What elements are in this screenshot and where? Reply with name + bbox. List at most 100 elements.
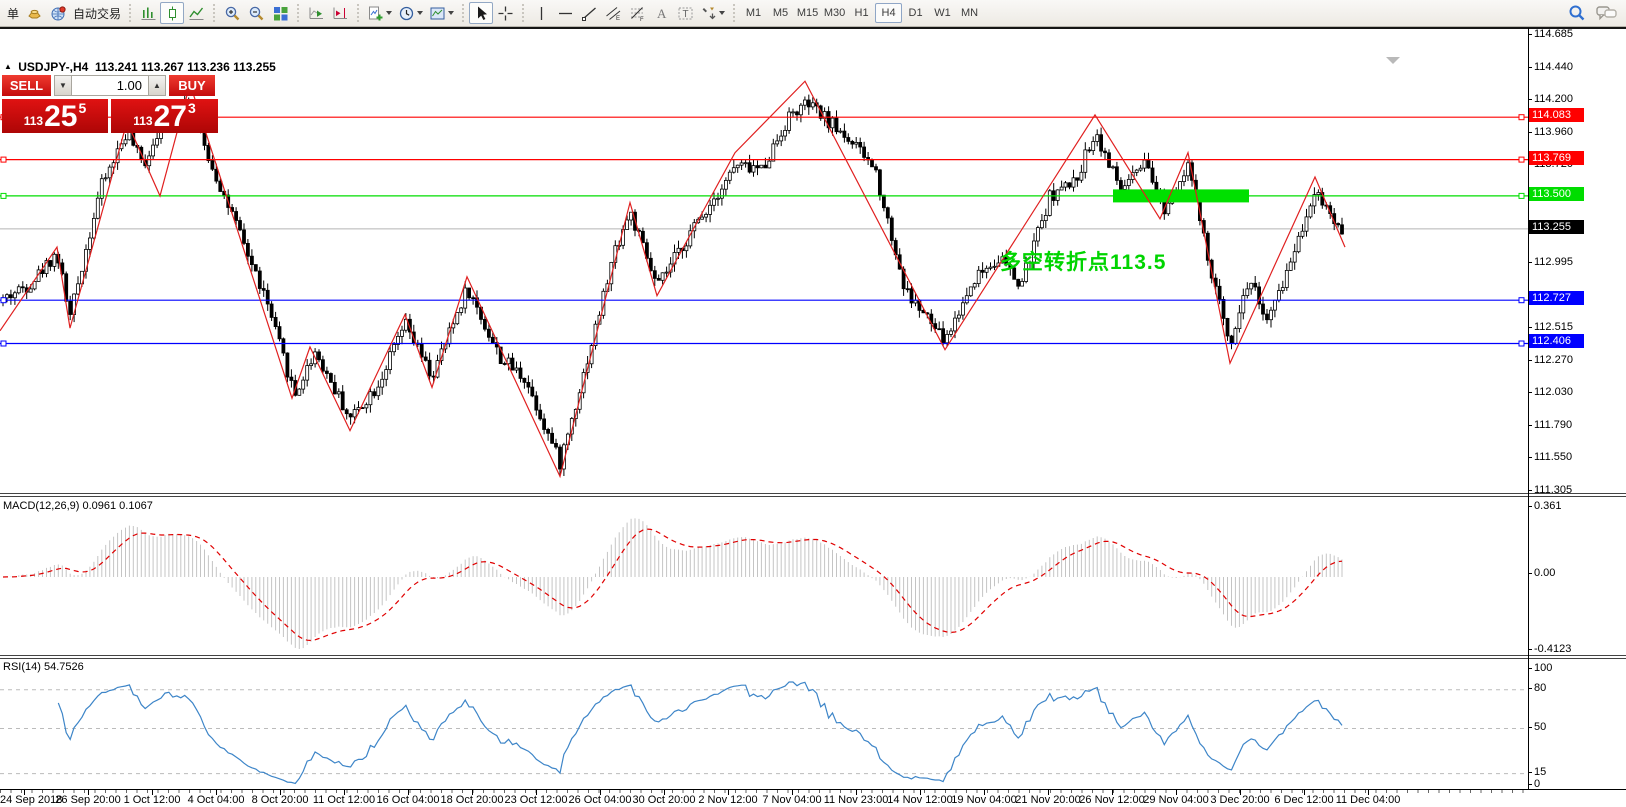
panel-toggle-arrow[interactable]: ▲ bbox=[4, 62, 12, 71]
vertical-line-tool[interactable] bbox=[529, 2, 553, 24]
panel-splitter[interactable] bbox=[0, 493, 1626, 494]
zoom-out-button[interactable] bbox=[244, 2, 268, 24]
toolbar-grip bbox=[357, 4, 360, 22]
line-chart-button[interactable] bbox=[184, 2, 208, 24]
timeframe-button-h4[interactable]: H4 bbox=[875, 3, 903, 23]
trade-row-prices: 113 25 5 113 27 3 bbox=[2, 99, 218, 133]
lot-size-input[interactable] bbox=[72, 75, 148, 96]
date-axis[interactable]: 24 Sep 2018 26 Sep 20:00 1 Oct 12:00 4 Oct … bbox=[0, 790, 1626, 807]
date-tick bbox=[536, 790, 537, 795]
lot-size-control: ▼ ▲ bbox=[54, 75, 166, 96]
date-label: 26 Sep 20:00 bbox=[55, 794, 121, 806]
bar-chart-button[interactable] bbox=[136, 2, 160, 24]
zoom-out-icon bbox=[249, 6, 263, 20]
tile-windows-icon bbox=[273, 6, 288, 20]
price-tick-label: 112.515 bbox=[1534, 320, 1573, 333]
buy-price-pip: 3 bbox=[187, 100, 196, 116]
search-icon[interactable] bbox=[1568, 4, 1586, 22]
fibonacci-tool[interactable]: F bbox=[625, 2, 649, 24]
date-tick bbox=[856, 790, 857, 795]
template-icon bbox=[430, 7, 445, 19]
timeframe-button-w1[interactable]: W1 bbox=[934, 7, 951, 19]
auto-scroll-button[interactable] bbox=[304, 2, 328, 24]
periods-button[interactable] bbox=[395, 2, 426, 24]
date-label: 24 Sep 2018 bbox=[0, 794, 63, 806]
main-chart-canvas[interactable] bbox=[0, 32, 1528, 494]
indicators-button[interactable] bbox=[364, 2, 395, 24]
date-label: 6 Dec 12:00 bbox=[1274, 794, 1334, 806]
chart-shift-button[interactable] bbox=[328, 2, 352, 24]
chart-text-annotation[interactable]: 多空转折点113.5 bbox=[1000, 251, 1167, 274]
text-label-tool[interactable]: T bbox=[673, 2, 697, 24]
chat-icon[interactable] bbox=[1596, 4, 1618, 22]
date-tick bbox=[1240, 790, 1241, 795]
timeframe-button-m5[interactable]: M5 bbox=[772, 7, 789, 19]
macd-tick bbox=[1528, 649, 1532, 650]
date-label: 18 Oct 20:00 bbox=[440, 794, 504, 806]
date-tick bbox=[600, 790, 601, 795]
date-minor-ticks bbox=[0, 790, 1528, 793]
price-tick bbox=[1528, 424, 1532, 426]
one-click-trading-panel: SELL ▼ ▲ BUY 113 25 5 113 27 3 bbox=[2, 75, 218, 133]
sell-price-box[interactable]: 113 25 5 bbox=[2, 99, 108, 133]
chart-shift-icon bbox=[333, 7, 347, 19]
timeframe-group: M1 M5 M15 M30 H1 H4 D1 W1 MN bbox=[740, 3, 983, 23]
lot-decrease-button[interactable]: ▼ bbox=[54, 75, 72, 96]
candlestick-chart-button[interactable] bbox=[160, 2, 185, 24]
market-order-icon[interactable] bbox=[46, 2, 70, 24]
horizontal-line-tool[interactable] bbox=[553, 2, 577, 24]
globe-icon bbox=[51, 5, 66, 20]
macd-panel-canvas[interactable] bbox=[0, 499, 1528, 656]
timeframe-button-m30[interactable]: M30 bbox=[823, 7, 846, 19]
date-label: 11 Dec 04:00 bbox=[1335, 794, 1401, 806]
lot-increase-button[interactable]: ▲ bbox=[148, 75, 166, 96]
tile-windows-button[interactable] bbox=[268, 2, 292, 24]
timeframe-button-h1[interactable]: H1 bbox=[854, 7, 869, 19]
sell-button[interactable]: SELL bbox=[2, 75, 51, 96]
order-button[interactable]: 单 bbox=[7, 6, 20, 21]
equidistant-channel-tool[interactable]: E bbox=[601, 2, 625, 24]
autotrading-button[interactable]: 自动交易 bbox=[73, 6, 122, 21]
panel-splitter[interactable] bbox=[0, 658, 1626, 659]
macd-tick bbox=[1528, 506, 1532, 507]
timeframe-button-d1[interactable]: D1 bbox=[908, 7, 923, 19]
channel-icon: E bbox=[605, 6, 620, 22]
trendline-icon bbox=[581, 7, 596, 21]
date-label: 7 Nov 04:00 bbox=[762, 794, 822, 806]
buy-button[interactable]: BUY bbox=[169, 75, 215, 96]
rsi-label: RSI(14) 54.7526 bbox=[3, 661, 84, 673]
rsi-tick bbox=[1528, 668, 1532, 669]
price-tick bbox=[1528, 392, 1532, 394]
crosshair-tool-button[interactable] bbox=[493, 2, 517, 24]
rsi-panel-canvas[interactable] bbox=[0, 660, 1528, 790]
toolbar-grip bbox=[297, 4, 300, 22]
gold-ingot-icon bbox=[27, 9, 41, 18]
buy-price-box[interactable]: 113 27 3 bbox=[111, 99, 218, 133]
clock-icon bbox=[399, 6, 414, 20]
zoom-in-button[interactable] bbox=[220, 2, 244, 24]
panel-splitter[interactable] bbox=[0, 655, 1626, 656]
cursor-tool-button[interactable] bbox=[469, 2, 494, 24]
price-tick bbox=[1528, 262, 1532, 263]
price-tick-label: 114.440 bbox=[1534, 61, 1573, 74]
price-tick-label: 114.685 bbox=[1534, 28, 1573, 40]
arrows-tool[interactable] bbox=[697, 2, 728, 24]
text-tool[interactable]: A bbox=[649, 2, 673, 24]
gold-order-icon[interactable] bbox=[22, 2, 46, 24]
date-label: 3 Dec 20:00 bbox=[1210, 794, 1270, 806]
text-label-icon: T bbox=[678, 7, 693, 20]
date-label: 30 Oct 20:00 bbox=[632, 794, 696, 806]
quick-nav-arrow[interactable] bbox=[1386, 57, 1400, 64]
timeframe-button-m1[interactable]: M1 bbox=[745, 7, 762, 19]
macd-label: MACD(12,26,9) 0.0961 0.1067 bbox=[3, 500, 153, 512]
date-label: 29 Nov 04:00 bbox=[1143, 794, 1209, 806]
price-tick-label: 111.305 bbox=[1534, 484, 1573, 496]
templates-button[interactable] bbox=[426, 2, 457, 24]
price-tick-label: 112.030 bbox=[1534, 386, 1573, 399]
trendline-tool[interactable] bbox=[577, 2, 601, 24]
timeframe-button-mn[interactable]: MN bbox=[960, 7, 979, 19]
indicators-icon bbox=[369, 6, 383, 20]
price-tick bbox=[1528, 34, 1532, 35]
panel-splitter[interactable] bbox=[0, 496, 1626, 497]
timeframe-button-m15[interactable]: M15 bbox=[796, 7, 819, 19]
